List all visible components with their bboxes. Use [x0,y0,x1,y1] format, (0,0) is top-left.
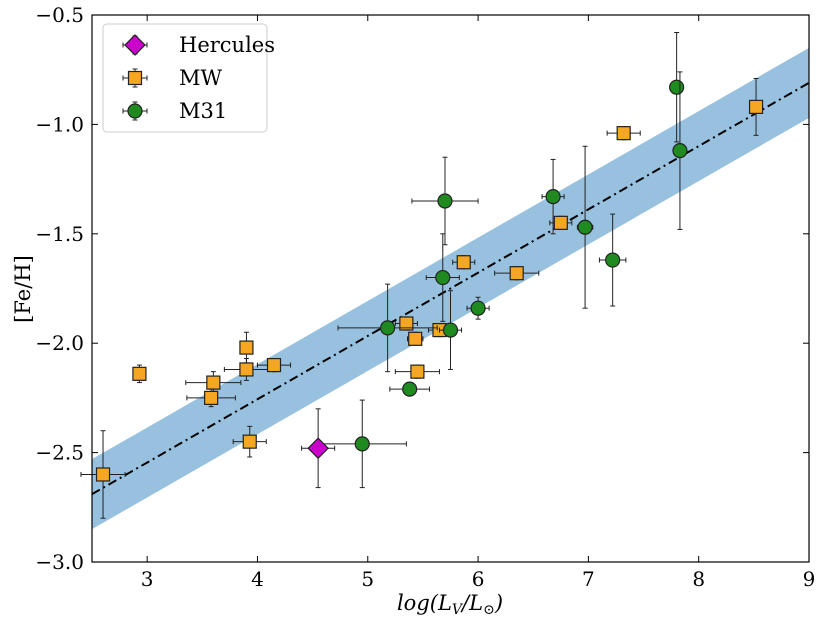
legend-marker-mw [122,68,148,88]
x-tick-label: 3 [141,567,154,591]
x-tick-label: 5 [361,567,374,591]
mw-point [394,316,418,331]
mw-point [606,126,641,141]
m31-marker [380,320,396,336]
m31-point [317,399,407,489]
mw-marker [399,316,414,331]
m31-marker [577,219,593,235]
m31-marker [669,79,685,95]
mw-marker [95,467,111,482]
mw-point [748,77,764,136]
fit-line [92,81,809,496]
legend-symbol-hercules [124,34,146,56]
legend-label-hercules: Hercules [179,33,275,57]
mw-marker [410,364,425,379]
x-tick-label: 6 [472,567,485,591]
legend-box [102,23,268,133]
m31-point [425,233,460,322]
mw-point [256,357,292,373]
mw-marker [239,340,254,355]
mw-point [132,364,147,384]
m31-marker [402,381,418,397]
mw-marker [239,362,254,377]
m31-marker [672,143,688,159]
m31-marker [545,189,561,205]
y-tick-label: −3.0 [35,550,84,574]
m31-point [466,296,490,320]
mw-point [186,388,236,408]
mw-marker [509,266,524,281]
mw-point [452,255,476,270]
mw-point [494,266,540,281]
x-axis-label: log(LV/L⊙) [397,591,503,618]
m31-point [598,213,627,307]
y-tick-label: −1.0 [35,112,84,136]
legend-symbol-mw [127,70,143,86]
mw-marker [266,357,282,373]
mw-point [406,331,424,346]
m31-point [389,381,431,397]
m31-marker [470,300,486,316]
hercules-marker [307,437,329,460]
m31-point [576,145,594,309]
legend-label-m31: M31 [179,99,227,123]
m31-marker [354,436,370,452]
mw-marker [553,215,568,230]
mw-marker [456,255,471,270]
plot-frame [91,14,810,563]
m31-point [672,71,688,230]
m31-point [438,290,463,370]
mw-marker [204,390,219,405]
x-tick-label: 4 [251,567,264,591]
y-tick-label: −2.5 [35,441,84,465]
y-tick-label: −2.0 [35,331,84,355]
mw-point [239,331,254,364]
hercules-point [301,408,336,489]
y-tick-label: −0.5 [35,3,84,27]
mw-point [394,364,440,379]
m31-marker [437,193,453,209]
mw-marker [242,434,257,449]
m31-point [411,156,479,246]
mw-marker [616,126,631,141]
legend-marker-hercules [122,34,148,56]
y-axis-label: [Fe/H] [11,255,35,323]
m31-point [541,158,565,235]
x-tick-label: 9 [803,567,816,591]
legend-symbol-m31 [127,103,143,119]
legend: Hercules MW M31 [102,23,275,133]
mw-marker [206,375,221,390]
mw-marker [748,99,764,114]
m31-marker [435,269,451,286]
m31-marker [605,252,621,268]
legend-marker-m31 [122,101,148,121]
mw-marker [408,331,423,346]
legend-label-mw: MW [179,66,223,90]
mw-point [232,425,267,458]
y-tick-label: −1.5 [35,222,84,246]
m31-point [337,283,438,373]
x-tick-label: 7 [582,567,595,591]
mw-marker [132,366,147,381]
m31-marker [442,322,459,338]
x-tick-label: 8 [692,567,705,591]
mw-point [80,430,126,519]
